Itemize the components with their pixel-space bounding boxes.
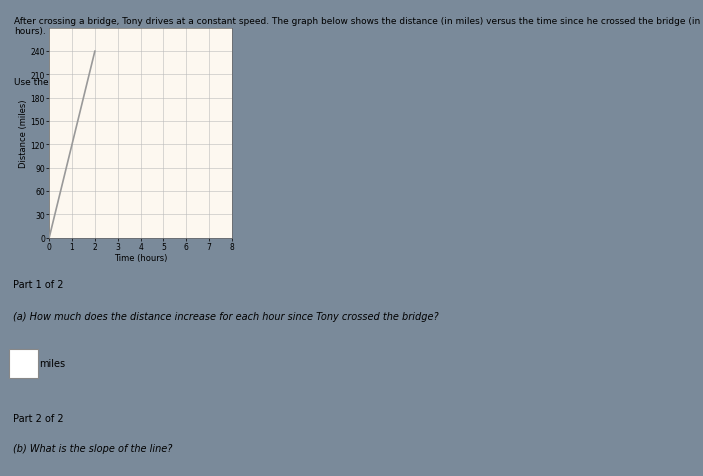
FancyBboxPatch shape [9,349,38,378]
Text: After crossing a bridge, Tony drives at a constant speed. The graph below shows : After crossing a bridge, Tony drives at … [14,17,700,36]
Text: Part 2 of 2: Part 2 of 2 [13,413,63,423]
X-axis label: Time (hours): Time (hours) [114,254,167,263]
Text: Use the graph to answer the questions.: Use the graph to answer the questions. [14,78,193,87]
Text: Part 1 of 2: Part 1 of 2 [13,279,63,289]
Text: miles: miles [39,359,65,368]
Y-axis label: Distance (miles): Distance (miles) [19,99,27,168]
Text: (a) How much does the distance increase for each hour since Tony crossed the bri: (a) How much does the distance increase … [13,311,438,321]
Text: (b) What is the slope of the line?: (b) What is the slope of the line? [13,443,172,453]
